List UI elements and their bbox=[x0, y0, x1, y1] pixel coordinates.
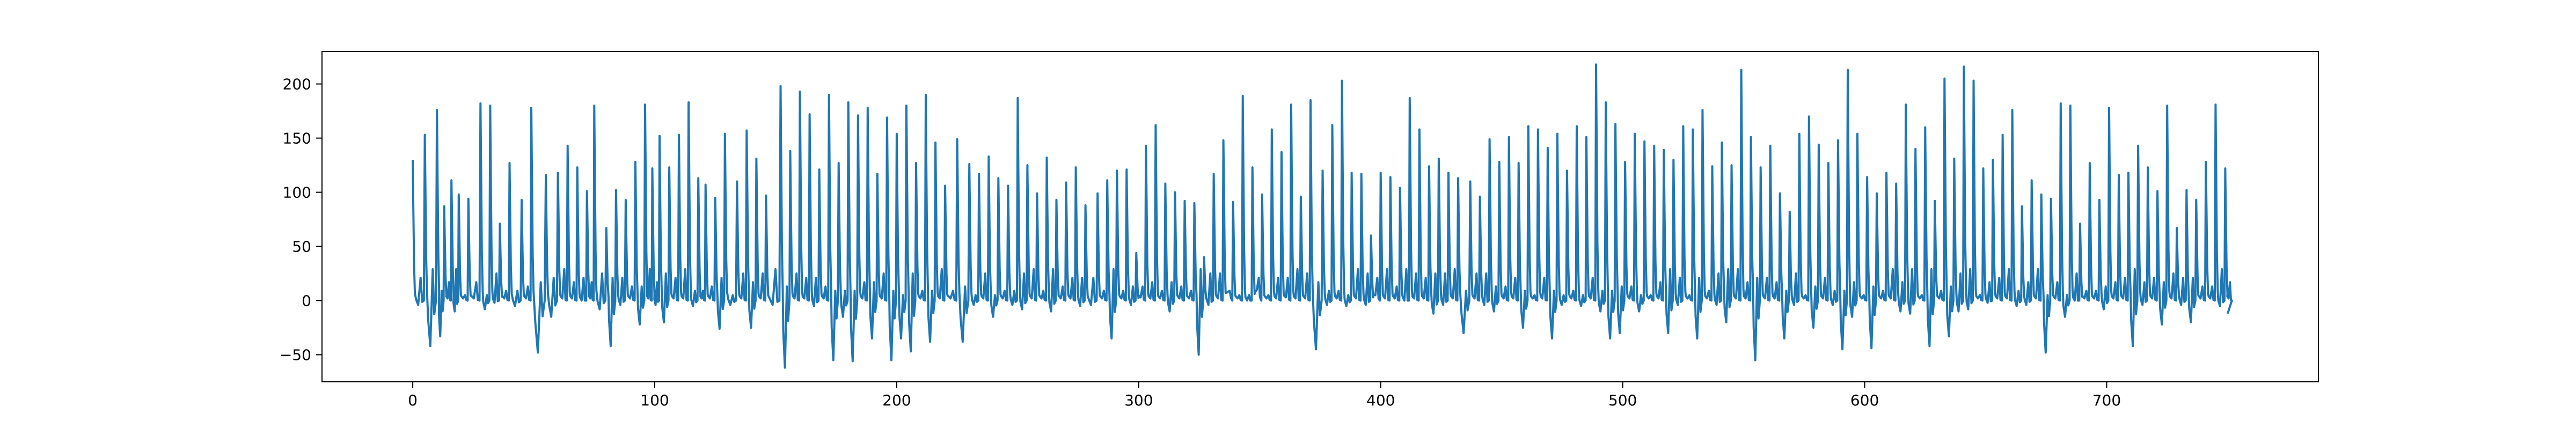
x-tick-label: 200 bbox=[882, 391, 911, 409]
x-tick-label: 100 bbox=[640, 391, 669, 409]
x-tick-label: 300 bbox=[1124, 391, 1153, 409]
plot-area bbox=[412, 63, 2233, 369]
y-tick-label: 150 bbox=[283, 130, 311, 147]
x-tick-label: 0 bbox=[408, 391, 418, 409]
y-tick-label: 50 bbox=[292, 238, 311, 256]
y-tick-label: 0 bbox=[302, 292, 311, 310]
y-tick-label: −50 bbox=[280, 346, 311, 364]
x-tick-label: 500 bbox=[1608, 391, 1637, 409]
x-tick-label: 400 bbox=[1366, 391, 1395, 409]
series-line bbox=[412, 63, 2233, 369]
y-tick-label: 200 bbox=[283, 76, 311, 93]
x-axis: 0 100 200 300 400 500 600 700 bbox=[408, 382, 2121, 409]
y-axis: −50 0 50 100 150 200 bbox=[280, 76, 322, 364]
y-tick-label: 100 bbox=[283, 184, 311, 202]
axes-frame bbox=[321, 51, 2319, 382]
x-tick-label: 700 bbox=[2092, 391, 2121, 409]
x-tick-label: 600 bbox=[1850, 391, 1879, 409]
